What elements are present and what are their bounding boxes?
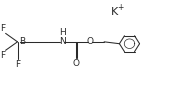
Text: O: O xyxy=(73,59,80,68)
Text: F: F xyxy=(15,60,20,69)
Text: F: F xyxy=(0,51,5,60)
Text: K: K xyxy=(111,7,118,17)
Text: F: F xyxy=(0,24,5,33)
Text: N: N xyxy=(59,37,65,46)
Text: H: H xyxy=(59,28,65,37)
Text: B: B xyxy=(19,37,25,46)
Text: +: + xyxy=(117,3,124,12)
Text: O: O xyxy=(87,37,94,46)
